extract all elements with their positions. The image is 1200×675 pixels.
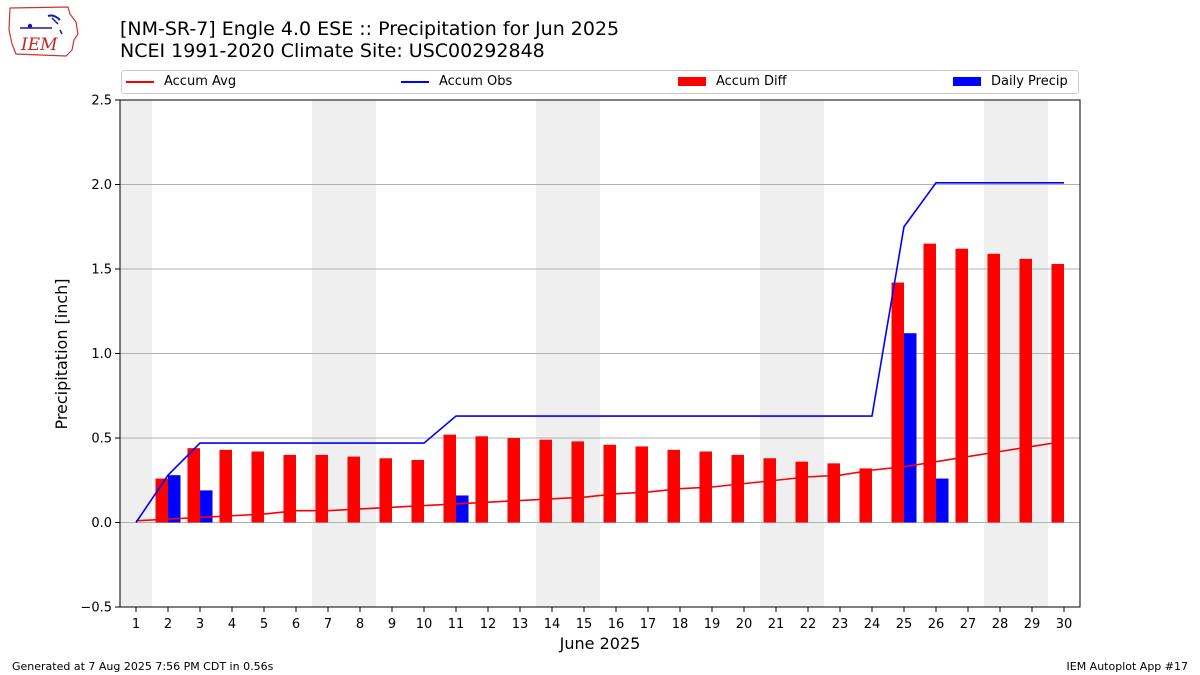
x-tick-label-28: 28 (992, 617, 1009, 632)
accum-diff-bar-10 (411, 459, 424, 523)
x-tick-label-25: 25 (896, 617, 913, 632)
x-tick-label-17: 17 (640, 617, 657, 632)
logo-text: IEM (20, 35, 58, 55)
accum-diff-bar-27 (955, 248, 968, 523)
legend-label-accum-obs: Accum Obs (439, 74, 513, 89)
footer-app: IEM Autoplot App #17 (1066, 660, 1189, 673)
series-lines (135, 182, 1065, 523)
legend-item-daily-precip: Daily Precip (953, 74, 1068, 89)
x-tick-label-4: 4 (228, 617, 236, 632)
accum-diff-bar-21 (763, 458, 776, 523)
accum-diff-bar-26 (923, 243, 936, 523)
y-tick-label-5: 2.0 (91, 178, 112, 193)
x-tick-label-9: 9 (388, 617, 396, 632)
y-tick-label-0: −0.5 (80, 601, 112, 616)
accum-diff-bar-6 (283, 454, 296, 523)
accum-diff-bar-29 (1019, 258, 1032, 523)
x-tick-label-2: 2 (164, 617, 172, 632)
x-tick-label-3: 3 (196, 617, 204, 632)
accum-diff-bar-30 (1051, 263, 1064, 523)
x-tick-label-11: 11 (448, 617, 465, 632)
x-tick-label-24: 24 (864, 617, 881, 632)
footer-generated: Generated at 7 Aug 2025 7:56 PM CDT in 0… (12, 660, 274, 673)
x-tick-label-12: 12 (480, 617, 497, 632)
y-axis-label: Precipitation [inch] (52, 278, 71, 429)
y-tick-label-2: 0.5 (91, 432, 112, 447)
daily-precip-bar-25 (904, 333, 917, 523)
daily-precip-bar-11 (456, 495, 469, 523)
accum-diff-bar-4 (219, 449, 232, 523)
chart-title: [NM-SR-7] Engle 4.0 ESE :: Precipitation… (120, 18, 620, 40)
accum-diff-bar-16 (603, 444, 616, 523)
accum-diff-bar-14 (539, 439, 552, 523)
accum-diff-bar-20 (731, 454, 744, 523)
legend-item-accum-obs: Accum Obs (401, 74, 512, 89)
x-tick-label-7: 7 (324, 617, 332, 632)
accum-diff-bar-11 (443, 434, 456, 523)
x-tick-label-23: 23 (832, 617, 849, 632)
x-tick-label-26: 26 (928, 617, 945, 632)
accum-diff-bar-15 (571, 441, 584, 523)
x-tick-label-29: 29 (1024, 617, 1041, 632)
x-tick-label-27: 27 (960, 617, 977, 632)
accum-diff-bar-8 (347, 456, 360, 523)
x-tick-label-16: 16 (608, 617, 625, 632)
legend-swatch-accum-diff (678, 77, 706, 86)
daily-precip-bar-3 (200, 490, 213, 523)
accum-diff-bar-28 (987, 253, 1000, 523)
x-tick-label-20: 20 (736, 617, 753, 632)
accum-diff-bar-23 (827, 463, 840, 523)
y-tick-label-4: 1.5 (91, 263, 112, 278)
accum-obs-line (135, 182, 1064, 523)
legend-swatch-accum-avg (126, 80, 154, 83)
x-tick-label-10: 10 (416, 617, 433, 632)
accum-diff-bar-3 (187, 448, 200, 523)
chart-subtitle: NCEI 1991-2020 Climate Site: USC00292848 (120, 40, 545, 62)
accum-diff-bar-17 (635, 446, 648, 523)
bars (155, 243, 1064, 523)
x-tick-label-13: 13 (512, 617, 529, 632)
accum-diff-bar-18 (667, 449, 680, 523)
legend-swatch-daily-precip (953, 77, 981, 86)
x-tick-label-22: 22 (800, 617, 817, 632)
x-tick-label-19: 19 (704, 617, 721, 632)
legend-label-accum-diff: Accum Diff (716, 74, 787, 89)
daily-precip-bar-2 (168, 475, 181, 523)
legend: Accum Avg Accum Obs Accum Diff Daily Pre… (121, 70, 1079, 94)
x-tick-label-21: 21 (768, 617, 785, 632)
x-tick-label-8: 8 (356, 617, 364, 632)
x-axis-label: June 2025 (559, 634, 641, 653)
accum-diff-bar-13 (507, 438, 520, 523)
x-tick-label-14: 14 (544, 617, 561, 632)
legend-label-daily-precip: Daily Precip (991, 74, 1068, 89)
iem-logo: IEM (8, 6, 79, 57)
accum-diff-bar-5 (251, 451, 264, 523)
accum-diff-bar-24 (859, 468, 872, 523)
x-tick-label-6: 6 (292, 617, 300, 632)
x-tick-label-18: 18 (672, 617, 689, 632)
x-tick-label-15: 15 (576, 617, 593, 632)
x-tick-label-5: 5 (260, 617, 268, 632)
accum-diff-bar-9 (379, 458, 392, 523)
legend-label-accum-avg: Accum Avg (164, 74, 237, 89)
y-tick-label-6: 2.5 (91, 94, 112, 109)
accum-diff-bar-22 (795, 461, 808, 523)
accum-diff-bar-12 (475, 436, 488, 523)
x-tick-label-1: 1 (132, 617, 140, 632)
daily-precip-bar-26 (936, 478, 949, 523)
y-tick-label-1: 0.0 (91, 516, 112, 531)
accum-avg-line (135, 440, 1065, 522)
legend-swatch-accum-obs (401, 80, 429, 83)
accum-diff-bar-25 (891, 282, 904, 523)
legend-item-accum-diff: Accum Diff (678, 74, 787, 89)
accum-diff-bar-7 (315, 454, 328, 523)
y-tick-label-3: 1.0 (91, 347, 112, 362)
axes: −0.50.00.51.01.52.02.51 2 3 4 5 6 7 8 9 10 11 12 13 1… (80, 94, 1072, 633)
legend-item-accum-avg: Accum Avg (126, 74, 236, 89)
x-tick-label-30: 30 (1056, 617, 1073, 632)
